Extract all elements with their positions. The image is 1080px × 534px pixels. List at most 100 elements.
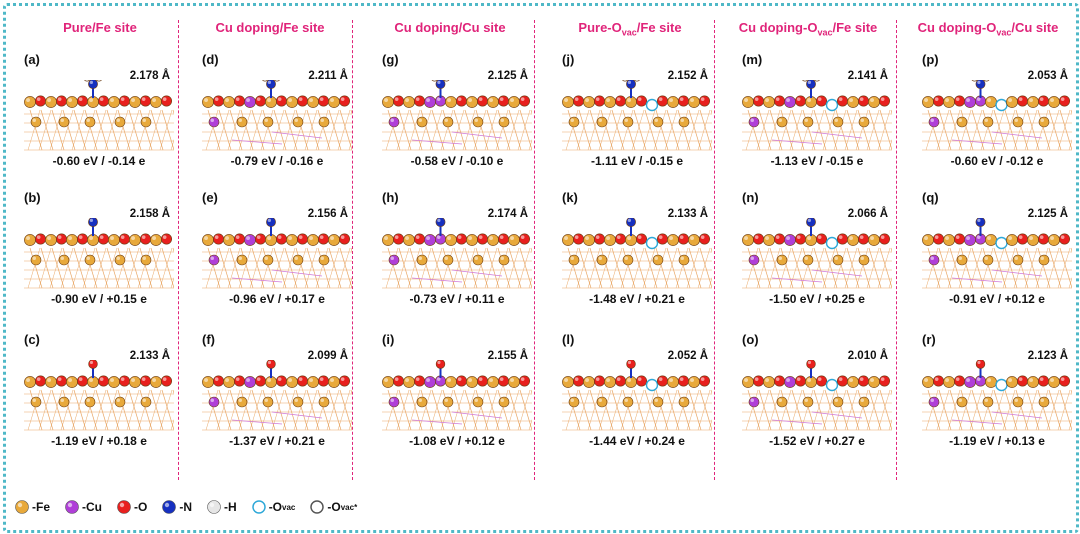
atom-highlight [468, 98, 472, 102]
atom-highlight [142, 118, 146, 122]
lattice-bond [451, 131, 503, 139]
lattice-bond [609, 389, 623, 431]
lattice [562, 389, 712, 431]
lattice-bond [128, 389, 142, 431]
iron-atom [58, 396, 70, 408]
lattice-bond [802, 389, 816, 431]
oxygen-atom [76, 233, 88, 245]
oxygen-atom [233, 233, 245, 245]
lattice-bond [1004, 109, 1018, 151]
oxygen-atom [140, 95, 152, 107]
lattice-bond [271, 411, 323, 419]
oxygen-atom [55, 375, 67, 387]
atom-highlight [750, 398, 754, 402]
atom-highlight [860, 398, 864, 402]
slab-structure [562, 80, 712, 151]
oxygen-atom [55, 233, 67, 245]
column-header-subscript: vac [817, 27, 833, 38]
lattice-bond [1015, 247, 1029, 289]
atom-highlight [390, 118, 394, 122]
lattice-bond [802, 247, 816, 289]
atom-highlight [627, 80, 631, 84]
lattice-bond [508, 109, 522, 151]
lattice-bond [565, 247, 579, 289]
lattice-bond [251, 109, 265, 151]
lattice-bond [431, 247, 445, 289]
lattice-bond [811, 411, 863, 419]
adsorption-energy-charge: -1.19 eV / +0.18 e [51, 434, 147, 448]
nitrogen-atom [435, 80, 446, 89]
iron-atom [568, 396, 580, 408]
atom-highlight [804, 256, 808, 260]
slab-structure [742, 218, 892, 289]
iron-atom [802, 254, 814, 266]
lattice-bond [947, 389, 961, 431]
atom-highlight [267, 360, 271, 364]
oxygen-atom [413, 233, 425, 245]
atom-highlight [744, 236, 748, 240]
atom-highlight [754, 377, 759, 381]
lattice-bond [475, 247, 489, 289]
atom-highlight [775, 235, 780, 239]
iron-atom [472, 254, 484, 266]
atom-highlight [804, 398, 808, 402]
iron-atom [108, 234, 120, 246]
lattice-bond [229, 389, 243, 431]
lattice-bond [769, 109, 783, 151]
atom-highlight [468, 236, 472, 240]
iron-atom [129, 376, 141, 388]
iron-atom [508, 376, 520, 388]
lattice-bond [1048, 389, 1062, 431]
lattice-bond [833, 109, 847, 151]
oxygen-atom [1038, 233, 1050, 245]
atom-highlight [945, 98, 949, 102]
iron-atom [307, 96, 319, 108]
lattice-bond [756, 247, 770, 289]
atom-highlight [436, 235, 441, 239]
atom-highlight [489, 98, 493, 102]
atom-highlight [47, 378, 51, 382]
atom-highlight [405, 378, 409, 382]
atom-highlight [624, 398, 628, 402]
lattice-bond [951, 277, 1003, 283]
atom-highlight [1008, 378, 1012, 382]
atom-highlight [750, 118, 754, 122]
copper-atom [928, 396, 940, 408]
column-header-subscript: vac [996, 27, 1012, 38]
lattice-bond [398, 247, 412, 289]
lattice-bond [677, 247, 691, 289]
lattice-bond [205, 389, 219, 431]
nitrogen-atom [806, 80, 816, 89]
oxygen-vacancy [995, 236, 1008, 250]
column-header: Cu doping/Fe site [190, 20, 350, 35]
atom-highlight [36, 235, 41, 239]
iron-atom [678, 396, 690, 408]
oxygen-atom [276, 233, 288, 245]
atom-highlight [796, 97, 801, 101]
atom-highlight [86, 256, 90, 260]
structure-panel: (n) 2.066 Å -1.50 eV / +0.25 e [742, 190, 892, 310]
adsorption-energy-charge: -1.50 eV / +0.25 e [769, 292, 865, 306]
lattice-bond [396, 389, 410, 431]
lattice-bond [317, 247, 331, 289]
lattice-bond [708, 419, 712, 431]
lattice-bond [62, 389, 76, 431]
lattice-bond [1002, 389, 1016, 431]
oxygen-atom [266, 360, 276, 369]
atom-highlight [330, 378, 334, 382]
lattice-bond [710, 247, 712, 253]
atom-highlight [499, 97, 504, 101]
legend-atom [15, 500, 29, 514]
atom-highlight [162, 377, 167, 381]
oxygen-atom [213, 375, 224, 387]
legend-swatch [251, 500, 266, 514]
atom-highlight [478, 377, 483, 381]
lattice-bond [778, 389, 792, 431]
copper-atom [208, 396, 220, 408]
atom-highlight [838, 97, 843, 101]
copper-atom [748, 254, 760, 266]
lattice-bond [747, 109, 761, 151]
atom-highlight [1029, 378, 1033, 382]
lattice-bond [350, 109, 352, 115]
atom-highlight [807, 80, 811, 84]
